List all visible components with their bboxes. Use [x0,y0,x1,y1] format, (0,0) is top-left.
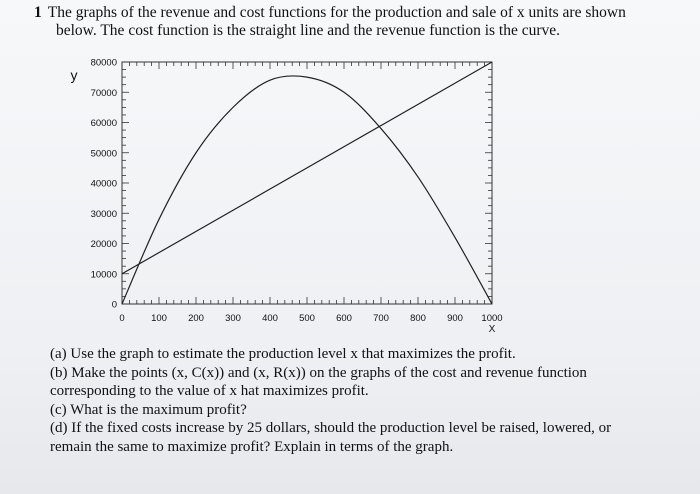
question-c: (c) What is the maximum profit? [50,401,247,418]
question-b-continued: corresponding to the value of x hat maxi… [50,383,369,399]
statement-line-1: The graphs of the revenue and cost funct… [47,4,626,21]
x-tick-label: 400 [262,313,278,324]
y-tick-label: 30000 [91,209,117,220]
revenue-series-line [121,75,493,305]
y-tick-label: 60000 [91,118,117,129]
x-axis-label: X [489,324,496,335]
x-tick-label: 900 [447,313,463,324]
x-tick-label: 600 [336,313,352,324]
x-tick-label: 100 [151,313,167,324]
cost-series-line [121,61,493,275]
x-tick-label: 300 [225,313,241,324]
question-d-continued: remain the same to maximize profit? Expl… [50,438,454,455]
question-d: (d) If the fixed costs increase by 25 do… [50,420,612,436]
chart-svg: 0 100 200 300 400 500 600 700 800 900 100001000020… [71,58,503,336]
questions-list: (a) Use the graph to estimate the produc… [50,346,690,457]
problem-statement: 1 The graphs of the revenue and cost func… [34,4,674,40]
question-a: (a) Use the graph to estimate the produc… [50,346,516,362]
x-tick-label: 700 [373,313,389,324]
revenue-cost-chart: 0 100 200 300 400 500 600 700 800 900 1000 0 10000 20… [60,52,530,342]
y-tick-label: 80000 [91,58,117,69]
x-tick-label: 200 [188,313,204,324]
x-tick-label: 1000 [481,313,502,324]
x-tick-label: 800 [410,313,426,324]
x-tick-label: 500 [299,313,315,324]
y-tick-label: 20000 [91,239,117,250]
y-axis-label: y [71,67,78,83]
question-b: (b) Make the points (x, C(x)) and (x, R(… [50,364,587,381]
y-tick-label: 0 [112,300,117,311]
y-tick-label: 40000 [91,179,117,190]
statement-line-2: below. The cost function is the straight… [56,22,561,39]
y-tick-label: 70000 [91,88,117,99]
problem-number: 1 [34,4,42,21]
y-tick-label: 50000 [91,148,117,159]
x-tick-label: 0 [119,313,124,324]
y-tick-label: 10000 [91,269,117,280]
